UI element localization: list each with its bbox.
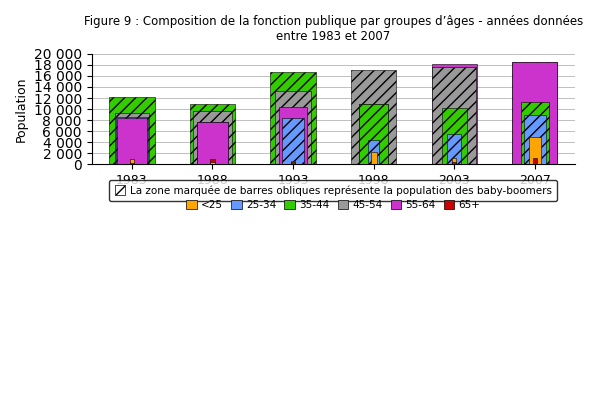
Bar xyxy=(431,64,477,164)
Y-axis label: Population: Population xyxy=(15,76,28,142)
Bar xyxy=(368,140,379,164)
Bar xyxy=(130,159,134,164)
Bar xyxy=(512,62,558,164)
Bar xyxy=(447,134,461,164)
Bar xyxy=(351,70,396,164)
Bar xyxy=(130,162,134,164)
Bar xyxy=(211,159,215,164)
Title: Figure 9 : Composition de la fonction publique par groupes d’âges - années donné: Figure 9 : Composition de la fonction pu… xyxy=(84,15,583,43)
Bar xyxy=(109,97,155,164)
Bar xyxy=(441,108,467,164)
Bar xyxy=(432,67,476,164)
Bar xyxy=(452,162,456,164)
Bar xyxy=(359,104,388,164)
Bar xyxy=(533,158,537,164)
Bar xyxy=(371,152,376,164)
Legend: <25, 25-34, 35-44, 45-54, 55-64, 65+: <25, 25-34, 35-44, 45-54, 55-64, 65+ xyxy=(182,196,484,214)
Bar xyxy=(116,118,148,164)
Bar xyxy=(512,62,558,164)
Bar xyxy=(452,158,456,164)
Bar xyxy=(524,114,546,164)
Bar xyxy=(116,117,148,164)
Bar xyxy=(279,107,307,164)
Bar xyxy=(359,104,388,164)
Bar xyxy=(190,104,235,164)
Bar xyxy=(275,91,311,164)
Bar xyxy=(282,118,304,164)
Bar xyxy=(211,162,215,164)
Bar xyxy=(114,113,149,164)
Bar xyxy=(196,122,228,164)
Bar xyxy=(192,111,232,164)
Bar xyxy=(291,161,295,164)
Bar xyxy=(196,122,228,164)
Bar xyxy=(521,102,549,164)
Bar xyxy=(270,72,316,164)
Bar xyxy=(529,137,541,164)
Bar xyxy=(291,162,295,164)
